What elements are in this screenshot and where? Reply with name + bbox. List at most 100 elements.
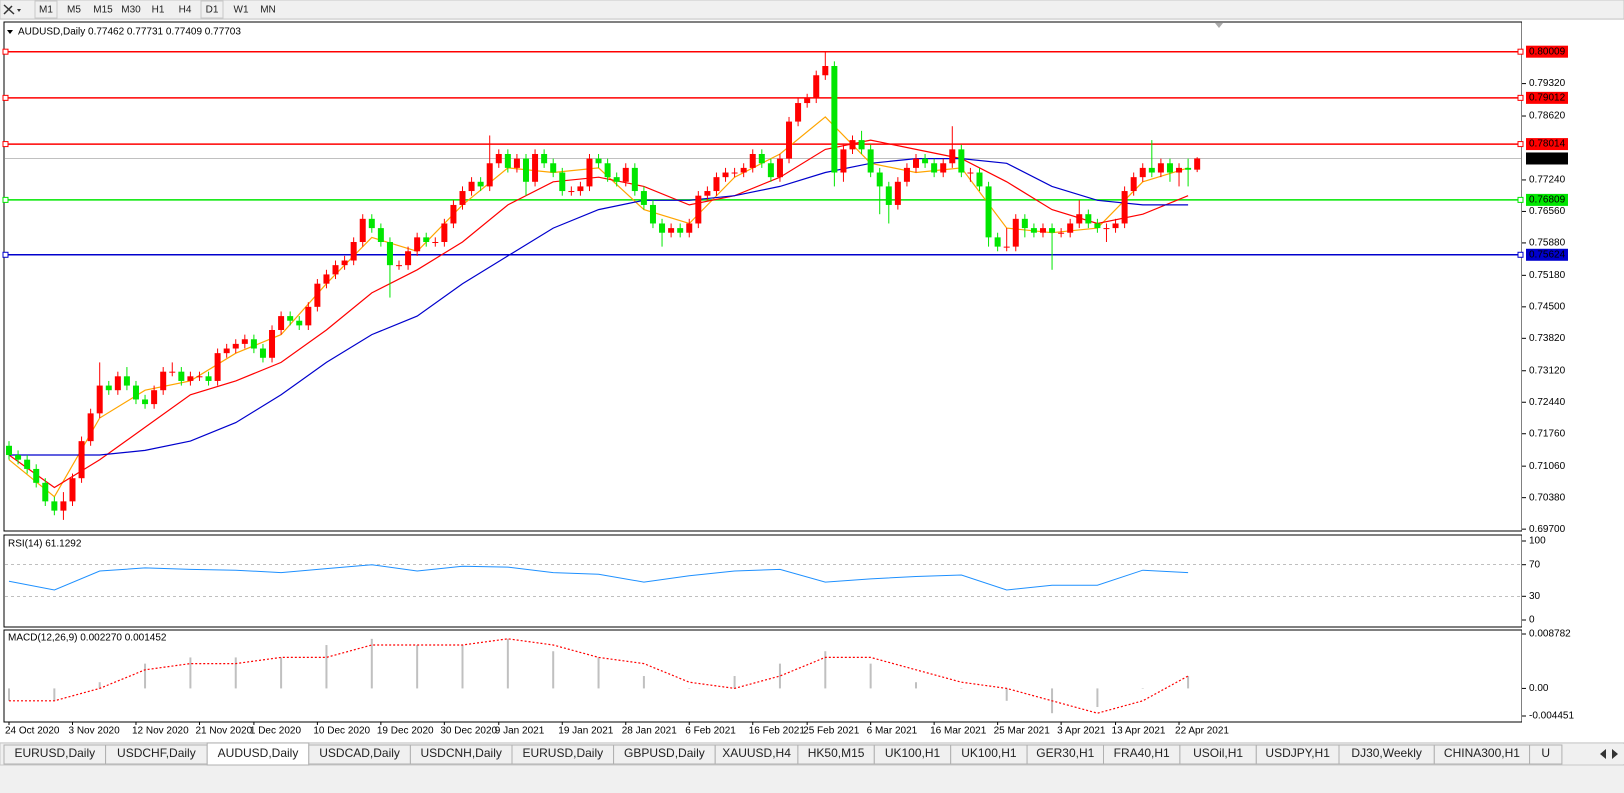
x-tick-label: 19 Jan 2021 bbox=[558, 726, 613, 737]
chart-tab[interactable]: DJ30,Weekly bbox=[1338, 744, 1435, 765]
candle-body bbox=[913, 158, 919, 168]
candle-body bbox=[731, 172, 738, 174]
candle-body bbox=[749, 153, 756, 168]
macd-bar bbox=[778, 663, 781, 689]
chart-tab[interactable]: XAUUSD,H4 bbox=[714, 744, 799, 765]
timeframe-button[interactable]: M5 bbox=[62, 1, 86, 18]
candle-body bbox=[994, 237, 1001, 247]
tab-label: HK50,M15 bbox=[808, 746, 865, 760]
y-tick-label: 0.77240 bbox=[1529, 175, 1566, 186]
candle-body bbox=[405, 251, 412, 266]
candle-body bbox=[114, 376, 121, 391]
candle-body bbox=[377, 228, 384, 242]
tab-label: XAUUSD,H4 bbox=[722, 746, 791, 760]
current-price-label: 0.77703 bbox=[1529, 153, 1566, 164]
macd-bar bbox=[1096, 688, 1099, 708]
x-tick-label: 25 Feb 2021 bbox=[803, 726, 860, 737]
candle-body bbox=[631, 167, 638, 192]
button-frame bbox=[200, 0, 224, 19]
tab-label: U bbox=[1541, 746, 1550, 760]
chart-tab[interactable]: USDCHF,Daily bbox=[105, 744, 208, 765]
x-tick-label: 12 Nov 2020 bbox=[132, 726, 189, 737]
candle-body bbox=[903, 167, 910, 182]
chart-tab[interactable]: USDCNH,Daily bbox=[409, 744, 513, 765]
macd-bar bbox=[325, 645, 328, 689]
timeframe-button[interactable]: D1 bbox=[200, 0, 224, 19]
candle-body bbox=[232, 343, 239, 349]
x-tick-label: 28 Jan 2021 bbox=[622, 726, 677, 737]
macd-bar bbox=[280, 657, 283, 689]
y-tick-label: 0.79320 bbox=[1529, 78, 1566, 89]
chart-tab[interactable]: UK100,H1 bbox=[950, 744, 1028, 765]
tab-label: USDCHF,Daily bbox=[117, 746, 196, 760]
candle-body bbox=[269, 329, 276, 358]
chart-tab[interactable]: GER30,H1 bbox=[1026, 744, 1104, 765]
tab-label: EURUSD,Daily bbox=[522, 746, 603, 760]
level-label-box bbox=[1526, 45, 1568, 58]
timeframe-button[interactable]: M15 bbox=[90, 1, 116, 18]
candle-body bbox=[423, 237, 430, 242]
tab-label: FRA40,H1 bbox=[1114, 746, 1170, 760]
candle-body bbox=[1130, 177, 1137, 192]
macd-bar bbox=[506, 638, 509, 689]
candle-body bbox=[677, 228, 684, 233]
chart-tab[interactable]: AUDUSD,Daily bbox=[206, 742, 310, 766]
candle-body bbox=[432, 241, 439, 243]
x-tick-label: 9 Jan 2021 bbox=[495, 726, 545, 737]
y-tick-label: 0 bbox=[1529, 615, 1535, 626]
chart-tab[interactable]: EURUSD,Daily bbox=[3, 744, 107, 765]
timeframe-button[interactable]: W1 bbox=[229, 1, 253, 18]
chart-tab[interactable]: USOil,H1 bbox=[1179, 744, 1257, 765]
macd-bar bbox=[234, 657, 237, 689]
macd-bar bbox=[597, 657, 600, 689]
chart-tab[interactable]: USDJPY,H1 bbox=[1255, 744, 1340, 765]
candle-body bbox=[396, 265, 403, 267]
candle-body bbox=[42, 482, 49, 502]
candle-body bbox=[704, 191, 711, 196]
tab-label: GER30,H1 bbox=[1036, 746, 1094, 760]
y-tick-label: 0.76560 bbox=[1529, 206, 1566, 217]
chart-tabs: EURUSD,Daily USDCHF,Daily AUDUSD,Daily USDC… bbox=[3, 742, 1563, 766]
level-label-box bbox=[1526, 248, 1568, 261]
tab-scroll[interactable] bbox=[1600, 749, 1618, 759]
candle-body bbox=[595, 158, 602, 164]
chart-tab[interactable]: EURUSD,Daily bbox=[511, 744, 615, 765]
candle-body bbox=[142, 399, 149, 405]
y-tick-label: 0.71060 bbox=[1529, 461, 1566, 472]
candle-body bbox=[78, 441, 85, 479]
candle-body bbox=[1148, 167, 1155, 173]
timeframe-label: W1 bbox=[234, 5, 249, 16]
chart-tab[interactable]: USDCAD,Daily bbox=[308, 744, 411, 765]
candle-body bbox=[6, 445, 12, 456]
timeframe-button[interactable]: MN bbox=[256, 1, 280, 18]
macd-bar bbox=[98, 682, 101, 689]
tab-label: DJ30,Weekly bbox=[1351, 746, 1421, 760]
timeframe-button[interactable]: M30 bbox=[118, 1, 144, 18]
macd-bar bbox=[869, 663, 872, 689]
macd-bar bbox=[370, 638, 373, 689]
timeframe-button[interactable]: H1 bbox=[146, 1, 170, 18]
candle-body bbox=[151, 390, 158, 405]
candle-body bbox=[577, 186, 584, 192]
tab-label: USDCNH,Daily bbox=[421, 746, 502, 760]
timeframe-button[interactable]: H4 bbox=[173, 1, 197, 18]
timeframe-button[interactable]: M1 bbox=[34, 0, 58, 19]
chart-tab[interactable]: HK50,M15 bbox=[797, 744, 875, 765]
level-anchor bbox=[2, 94, 9, 101]
chart-tab[interactable]: GBPUSD,Daily bbox=[613, 744, 716, 765]
candle-body bbox=[713, 177, 720, 192]
chart-tab[interactable]: UK100,H1 bbox=[873, 744, 952, 765]
chart-tab[interactable]: CHINA300,H1 bbox=[1433, 744, 1531, 765]
macd-bar bbox=[8, 688, 10, 701]
y-tick-label: 0.73820 bbox=[1529, 333, 1566, 344]
candle-body bbox=[559, 172, 566, 192]
x-tick-label: 16 Mar 2021 bbox=[930, 726, 987, 737]
candle-body bbox=[160, 371, 167, 391]
candle-body bbox=[1139, 167, 1146, 178]
y-tick-label: 70 bbox=[1529, 559, 1541, 570]
chart-tab[interactable]: FRA40,H1 bbox=[1103, 744, 1181, 765]
tab-label: CHINA300,H1 bbox=[1444, 746, 1520, 760]
chart-tab[interactable]: U bbox=[1529, 744, 1563, 765]
candle-body bbox=[867, 149, 874, 173]
x-tick-label: 21 Nov 2020 bbox=[195, 726, 252, 737]
